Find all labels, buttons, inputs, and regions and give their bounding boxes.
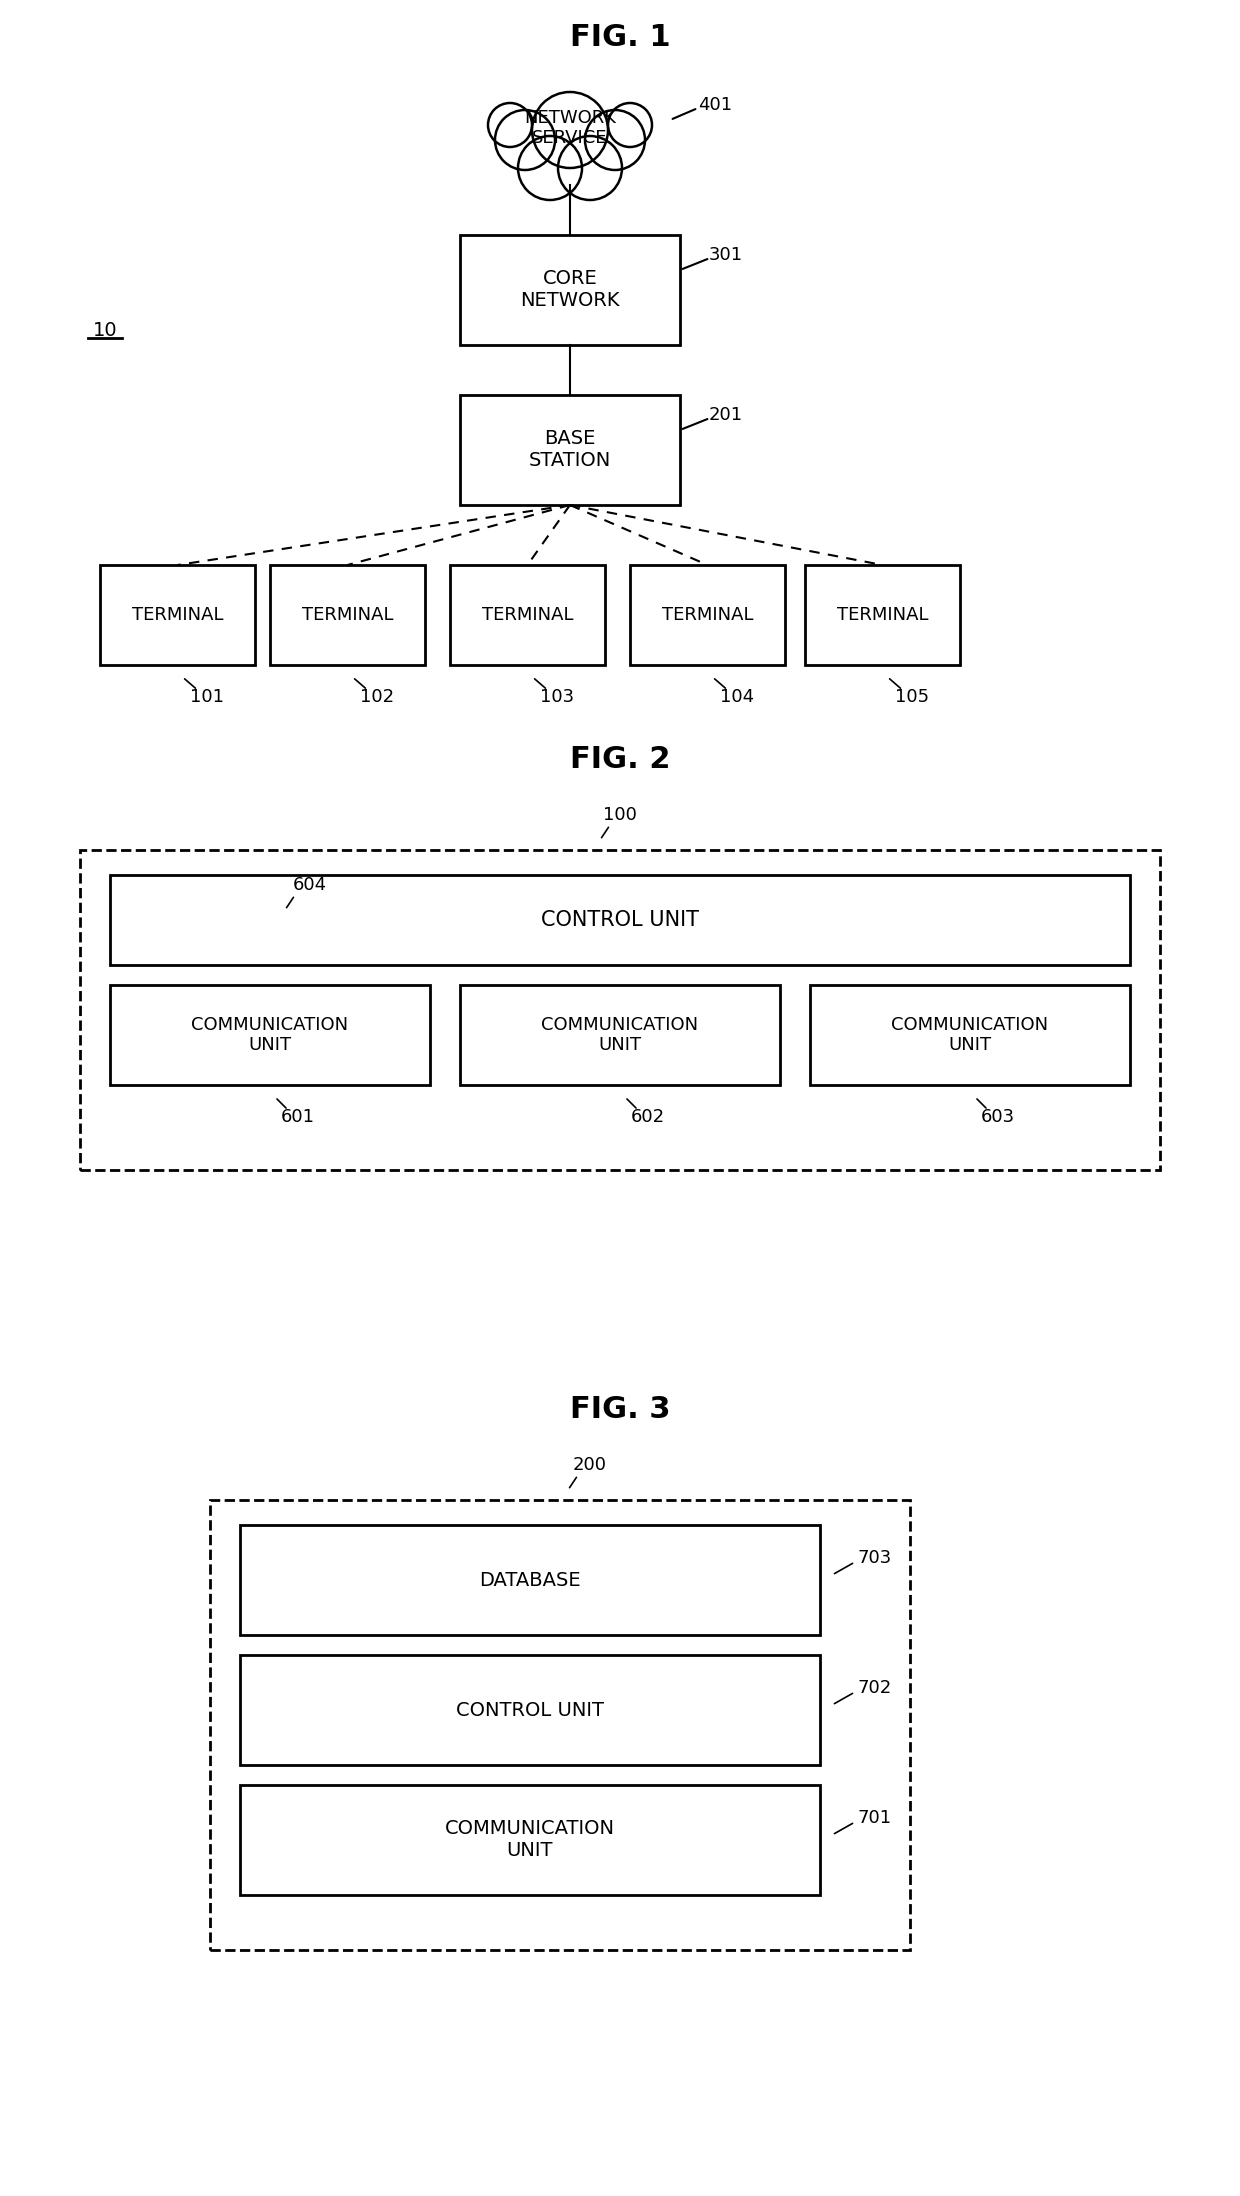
Circle shape bbox=[518, 136, 582, 200]
Text: 703: 703 bbox=[858, 1548, 892, 1568]
FancyBboxPatch shape bbox=[110, 874, 1130, 964]
Text: DATABASE: DATABASE bbox=[479, 1570, 580, 1590]
FancyBboxPatch shape bbox=[805, 564, 960, 665]
Text: FIG. 2: FIG. 2 bbox=[569, 744, 671, 775]
Text: COMMUNICATION
UNIT: COMMUNICATION UNIT bbox=[445, 1820, 615, 1860]
Text: 702: 702 bbox=[858, 1680, 892, 1698]
FancyBboxPatch shape bbox=[810, 986, 1130, 1085]
Text: 603: 603 bbox=[981, 1109, 1016, 1127]
Text: CONTROL UNIT: CONTROL UNIT bbox=[456, 1700, 604, 1719]
Circle shape bbox=[585, 110, 645, 169]
Text: 104: 104 bbox=[720, 687, 755, 705]
Text: 301: 301 bbox=[709, 246, 743, 264]
Text: BASE
STATION: BASE STATION bbox=[529, 430, 611, 470]
Text: NETWORK
SERVICE: NETWORK SERVICE bbox=[525, 108, 616, 147]
FancyBboxPatch shape bbox=[100, 564, 255, 665]
Text: 201: 201 bbox=[709, 406, 743, 424]
Text: 604: 604 bbox=[293, 876, 327, 894]
FancyBboxPatch shape bbox=[450, 564, 605, 665]
FancyBboxPatch shape bbox=[460, 235, 680, 345]
FancyBboxPatch shape bbox=[630, 564, 785, 665]
Text: 602: 602 bbox=[631, 1109, 665, 1127]
Text: 601: 601 bbox=[281, 1109, 315, 1127]
Circle shape bbox=[608, 103, 652, 147]
Text: COMMUNICATION
UNIT: COMMUNICATION UNIT bbox=[191, 1015, 348, 1054]
Text: TERMINAL: TERMINAL bbox=[837, 606, 929, 624]
FancyBboxPatch shape bbox=[460, 395, 680, 505]
Text: 105: 105 bbox=[895, 687, 930, 705]
Text: 200: 200 bbox=[573, 1456, 608, 1474]
Circle shape bbox=[558, 136, 622, 200]
Text: TERMINAL: TERMINAL bbox=[662, 606, 753, 624]
FancyBboxPatch shape bbox=[460, 986, 780, 1085]
Text: TERMINAL: TERMINAL bbox=[131, 606, 223, 624]
Text: 101: 101 bbox=[191, 687, 224, 705]
FancyBboxPatch shape bbox=[241, 1656, 820, 1766]
FancyBboxPatch shape bbox=[241, 1785, 820, 1895]
Text: COMMUNICATION
UNIT: COMMUNICATION UNIT bbox=[892, 1015, 1049, 1054]
Text: 401: 401 bbox=[698, 97, 732, 114]
FancyBboxPatch shape bbox=[241, 1524, 820, 1636]
Circle shape bbox=[532, 92, 608, 169]
Text: CONTROL UNIT: CONTROL UNIT bbox=[541, 909, 699, 929]
Text: COMMUNICATION
UNIT: COMMUNICATION UNIT bbox=[542, 1015, 698, 1054]
Text: 701: 701 bbox=[858, 1810, 892, 1827]
Text: FIG. 3: FIG. 3 bbox=[569, 1394, 671, 1425]
Text: FIG. 1: FIG. 1 bbox=[569, 24, 671, 53]
FancyBboxPatch shape bbox=[270, 564, 425, 665]
Text: 100: 100 bbox=[603, 806, 637, 824]
FancyBboxPatch shape bbox=[110, 986, 430, 1085]
Circle shape bbox=[489, 103, 532, 147]
Text: TERMINAL: TERMINAL bbox=[301, 606, 393, 624]
Text: TERMINAL: TERMINAL bbox=[482, 606, 573, 624]
Text: 103: 103 bbox=[541, 687, 574, 705]
Text: CORE
NETWORK: CORE NETWORK bbox=[521, 270, 620, 310]
Bar bbox=[81, 850, 1159, 1170]
Circle shape bbox=[495, 110, 556, 169]
Bar bbox=[210, 1500, 910, 1950]
Text: 102: 102 bbox=[361, 687, 394, 705]
Text: 10: 10 bbox=[93, 321, 118, 340]
